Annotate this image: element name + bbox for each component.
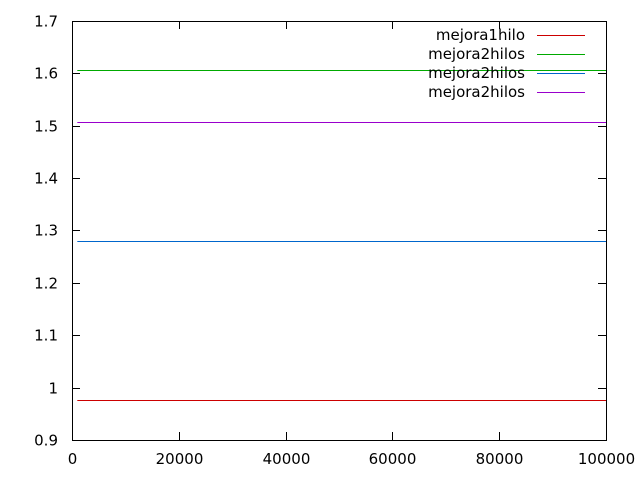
legend-label: mejora2hilos	[428, 45, 525, 63]
series-lines	[77, 70, 606, 401]
axis-tick-labels: 0 20000 40000 60000 80000 100000 0.9 1 1.1 1.2 1.3…	[34, 13, 635, 469]
y-tick-label: 1	[48, 380, 58, 398]
legend: mejora1hilomejora2hilosmejora2hilosmejor…	[428, 26, 585, 101]
axis-ticks	[72, 21, 607, 441]
y-tick-label: 1.4	[34, 170, 58, 188]
x-tick-label: 0	[68, 450, 78, 468]
x-tick-label: 20000	[156, 450, 204, 468]
y-tick-label: 1.2	[34, 275, 58, 293]
x-tick-label: 40000	[263, 450, 311, 468]
x-tick-label: 60000	[369, 450, 417, 468]
y-tick-label: 1.1	[34, 327, 58, 345]
x-tick-label: 100000	[578, 450, 635, 468]
y-tick-label: 1.3	[34, 222, 58, 240]
legend-label: mejora2hilos	[428, 64, 525, 82]
legend-label: mejora2hilos	[428, 83, 525, 101]
legend-label: mejora1hilo	[436, 26, 525, 44]
y-tick-label: 1.5	[34, 118, 58, 136]
plot-frame	[72, 21, 607, 441]
x-tick-label: 80000	[476, 450, 524, 468]
y-tick-label: 1.6	[34, 65, 58, 83]
y-tick-label: 0.9	[34, 432, 58, 450]
y-tick-label: 1.7	[34, 13, 58, 31]
